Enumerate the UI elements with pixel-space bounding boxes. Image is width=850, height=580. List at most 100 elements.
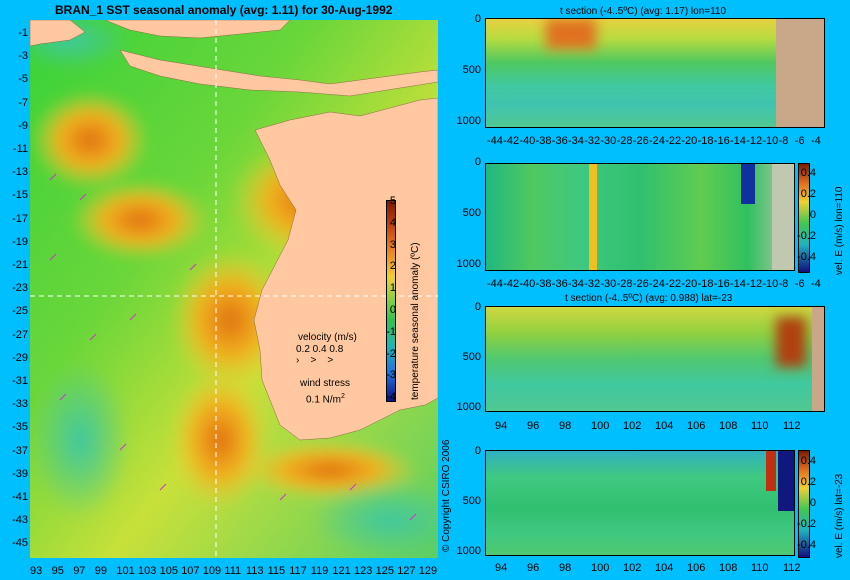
x-tick-label: 101 <box>116 565 135 577</box>
x-tick-label: -8 <box>778 278 789 290</box>
x-tick-label: -20 <box>681 135 698 147</box>
y-tick-label: -7 <box>18 96 28 109</box>
x-tick-label: -16 <box>713 278 730 290</box>
x-tick-label: 121 <box>332 565 351 577</box>
x-tick-label: 104 <box>655 420 674 432</box>
x-tick-label: 108 <box>719 562 738 574</box>
panel3-warm-core <box>776 317 806 367</box>
x-tick-label: 110 <box>751 420 769 432</box>
x-tick-label: -36 <box>551 135 568 147</box>
x-tick-label: 104 <box>655 562 674 574</box>
y-tick-label: 2 <box>389 260 396 273</box>
x-tick-label: 113 <box>246 565 264 577</box>
x-tick-label: 93 <box>30 565 43 577</box>
panel3-land <box>812 307 824 411</box>
panel2-vel-section <box>485 163 795 271</box>
x-tick-label: -24 <box>649 135 665 147</box>
y-tick-label: -0.2 <box>797 230 816 242</box>
x-tick-label: -20 <box>681 278 698 290</box>
x-tick-label: -26 <box>632 278 649 290</box>
x-tick-label: 112 <box>783 562 801 574</box>
y-tick-label: -0.4 <box>797 251 816 263</box>
wind-legend-label: wind stress <box>300 378 351 389</box>
y-tick-label: -35 <box>12 421 28 434</box>
x-tick-label: -18 <box>697 135 714 147</box>
x-tick-label: -32 <box>584 135 601 147</box>
y-tick-label: 0.2 <box>800 188 816 200</box>
y-tick-label: -9 <box>18 119 28 132</box>
x-tick-label: -26 <box>632 135 649 147</box>
panel4-blue-core <box>778 451 794 511</box>
y-tick-label: 500 <box>462 207 481 219</box>
x-tick-label: -28 <box>616 278 633 290</box>
y-tick-label: 1000 <box>456 115 481 127</box>
velocity-arrows <box>49 173 417 521</box>
wind-legend-value: 0.1 N/m2 <box>306 393 345 406</box>
y-tick-label: 0.4 <box>800 455 816 467</box>
x-tick-label: -8 <box>778 135 789 147</box>
x-tick-label: -10 <box>762 135 779 147</box>
x-tick-label: 105 <box>159 565 178 577</box>
panel4-colorbar <box>798 450 810 558</box>
y-tick-label: 0 <box>389 304 396 316</box>
y-tick-label: 3 <box>389 238 396 251</box>
y-tick-label: -11 <box>12 143 28 155</box>
y-tick-label: -21 <box>12 259 28 271</box>
y-tick-label: 500 <box>462 64 481 76</box>
x-tick-label: -6 <box>794 278 805 290</box>
x-tick-label: 95 <box>51 565 64 577</box>
x-tick-label: 103 <box>138 565 157 577</box>
x-tick-label: 127 <box>397 565 416 577</box>
y-tick-label: 500 <box>462 495 481 507</box>
x-tick-label: 125 <box>375 565 394 577</box>
y-tick-label: -17 <box>12 212 28 225</box>
x-tick-label: -10 <box>762 278 779 290</box>
y-tick-label: -0.2 <box>797 518 816 530</box>
x-tick-label: 129 <box>418 565 438 577</box>
sst-anomaly-patches <box>30 20 438 558</box>
x-tick-label: 107 <box>181 565 200 577</box>
velocity-legend-label: velocity (m/s) <box>298 332 357 343</box>
y-tick-label: 0 <box>809 497 816 509</box>
panel1-title: t section (-4..5ºC) (avg: 1.17) lon=110 <box>560 6 727 17</box>
y-tick-label: 0.2 <box>800 476 816 488</box>
x-tick-label: -22 <box>665 135 682 147</box>
x-tick-label: 119 <box>310 565 329 577</box>
y-tick-label: 5 <box>389 195 396 207</box>
y-tick-label: -31 <box>12 375 28 387</box>
panel2-land <box>772 164 794 270</box>
x-tick-label: 94 <box>495 562 508 574</box>
x-tick-label: 100 <box>591 562 610 574</box>
x-tick-label: -30 <box>600 135 617 147</box>
x-tick-label: 117 <box>289 565 307 577</box>
y-tick-label: 0 <box>809 209 816 221</box>
y-tick-label: -3 <box>18 50 28 63</box>
y-tick-label: 1000 <box>456 258 481 270</box>
y-tick-label: -25 <box>12 305 28 318</box>
y-tick-label: -23 <box>12 282 28 295</box>
x-tick-label: 115 <box>267 565 286 577</box>
x-tick-label: 108 <box>719 420 738 432</box>
x-tick-label: -42 <box>503 135 520 147</box>
x-tick-label: 97 <box>73 565 86 577</box>
x-tick-label: -24 <box>649 278 665 290</box>
x-tick-label: 100 <box>591 420 610 432</box>
x-tick-label: -44 <box>487 135 503 147</box>
y-tick-label: 500 <box>462 351 481 363</box>
borneo-land <box>104 20 291 39</box>
sst-map <box>30 20 438 558</box>
panel1-warm-core <box>546 19 596 49</box>
y-tick-label: 0 <box>474 156 481 168</box>
x-tick-label: 111 <box>224 565 242 577</box>
x-tick-label: 96 <box>527 562 540 574</box>
panel2-colorbar-label: vel. E (m/s) lon=110 <box>834 186 845 275</box>
y-tick-label: 1 <box>389 282 396 295</box>
sst-map-svg <box>30 20 438 558</box>
y-tick-label: -29 <box>12 351 28 364</box>
x-tick-label: 102 <box>623 562 642 574</box>
x-tick-label: 98 <box>559 420 572 432</box>
panel3-temp-section <box>485 306 825 412</box>
y-tick-label: -3 <box>386 369 396 382</box>
x-tick-label: 106 <box>687 420 706 432</box>
x-tick-label: 99 <box>94 565 108 577</box>
